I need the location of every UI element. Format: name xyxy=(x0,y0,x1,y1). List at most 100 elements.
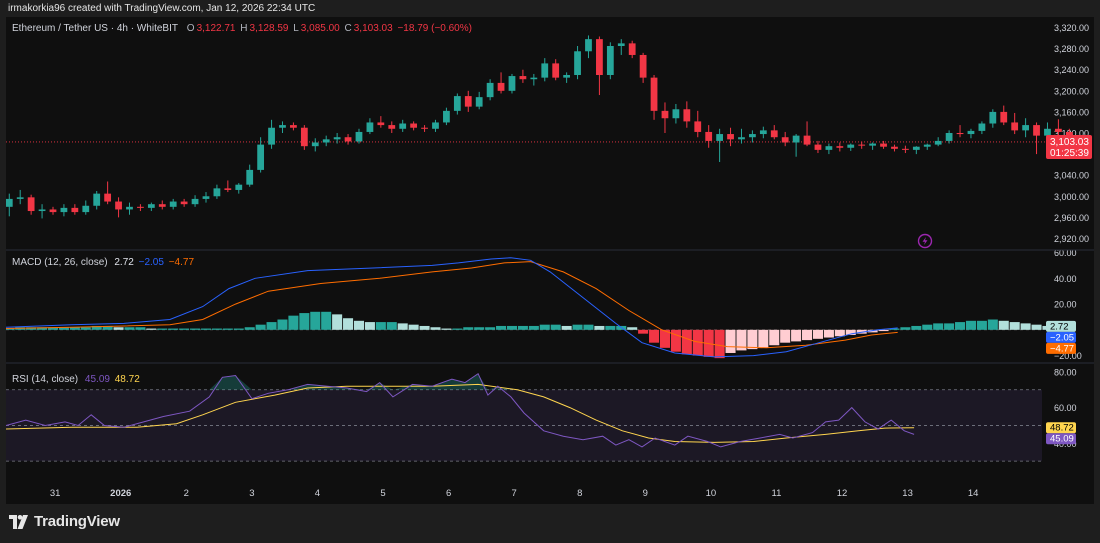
macd-histogram-bar xyxy=(157,328,168,330)
rsi-ma-tag: 48.72 xyxy=(1050,423,1074,434)
macd-histogram-bar xyxy=(485,327,496,330)
macd-histogram-bar xyxy=(572,324,583,330)
macd-histogram-bar xyxy=(998,320,1009,330)
price-tick-label: 3,200.00 xyxy=(1054,86,1089,96)
macd-histogram-bar xyxy=(955,322,966,330)
candle-body xyxy=(519,76,527,80)
macd-histogram-bar xyxy=(386,322,397,330)
lightning-icon-ring xyxy=(917,233,933,249)
candle-body xyxy=(639,54,647,78)
macd-histogram-bar xyxy=(310,311,321,330)
macd-tag-macd-bg xyxy=(1046,331,1076,343)
candle-body xyxy=(497,82,505,91)
candle-body xyxy=(836,146,844,148)
macd-title[interactable]: MACD (12, 26, close) xyxy=(12,257,108,268)
candle-body xyxy=(169,201,177,207)
candle-body xyxy=(366,122,374,132)
candle-body xyxy=(279,125,286,128)
price-tick-label: 3,320.00 xyxy=(1054,23,1089,33)
macd-histogram-bar xyxy=(659,329,671,348)
candle-body xyxy=(27,197,35,212)
macd-histogram-bar xyxy=(965,320,976,330)
candle-body xyxy=(650,77,658,111)
macd-histogram-bar xyxy=(976,320,987,330)
macd-tag-hist: 2.72 xyxy=(1050,321,1069,332)
candle-body xyxy=(93,193,101,206)
macd-legend: MACD (12, 26, close) 2.72 −2.05 −4.77 xyxy=(12,257,196,268)
macd-histogram-bar xyxy=(69,327,80,330)
tradingview-brand[interactable]: TradingView xyxy=(9,513,120,530)
candle-body xyxy=(672,109,680,119)
candle-body xyxy=(300,127,308,147)
macd-histogram-bar xyxy=(37,327,48,330)
candle-body xyxy=(923,144,931,147)
time-tick-label: 2026 xyxy=(110,488,131,499)
macd-histogram-bar xyxy=(343,318,354,330)
candle-body xyxy=(137,206,144,208)
candle-body xyxy=(749,134,756,138)
macd-histogram-bar xyxy=(649,329,660,343)
rsi-overbought-fill xyxy=(222,375,236,390)
macd-histogram-bar xyxy=(594,325,605,330)
time-tick-label: 5 xyxy=(380,488,385,499)
candle-body xyxy=(934,140,942,145)
macd-histogram-bar xyxy=(550,324,561,330)
high-label: H xyxy=(240,23,248,34)
candle-body xyxy=(421,127,428,129)
rsi-tag: 45.09 xyxy=(1050,434,1074,445)
time-tick-label: 12 xyxy=(837,488,848,499)
rsi-overbought-fill xyxy=(209,377,223,390)
macd-histogram-bar xyxy=(561,325,572,330)
macd-histogram-bar xyxy=(736,329,747,351)
symbol-title[interactable]: Ethereum / Tether US · 4h · WhiteBIT xyxy=(12,23,178,34)
macd-tick-label: 60.00 xyxy=(1054,248,1077,258)
macd-histogram-bar xyxy=(233,328,244,330)
rsi-overbought-fill xyxy=(478,373,488,390)
macd-histogram-bar xyxy=(332,314,343,330)
candle-body xyxy=(486,82,494,98)
candle-body xyxy=(49,209,57,213)
candle-body xyxy=(246,169,254,185)
macd-histogram-bar xyxy=(791,329,802,342)
macd-histogram-bar xyxy=(364,322,375,330)
candle-body xyxy=(858,144,866,146)
candle-body xyxy=(82,205,90,213)
macd-histogram-bar xyxy=(179,328,190,330)
candle-body xyxy=(322,139,330,143)
candle-body xyxy=(311,142,319,147)
macd-histogram-bar xyxy=(244,327,255,330)
macd-histogram-bar xyxy=(91,325,102,330)
price-tick-label: 3,160.00 xyxy=(1054,107,1089,117)
candle-body xyxy=(443,110,450,123)
rsi-line xyxy=(6,372,915,448)
time-tick-label: 4 xyxy=(315,488,320,499)
candle-body xyxy=(912,146,920,150)
candle-body xyxy=(563,75,571,78)
candle-body xyxy=(989,111,997,124)
candle-body xyxy=(115,201,122,210)
close-label: C xyxy=(344,23,352,34)
price-tick-label: 3,040.00 xyxy=(1054,171,1089,181)
lightning-icon[interactable] xyxy=(917,233,933,249)
macd-histogram-bar xyxy=(452,328,463,330)
macd-histogram-bar xyxy=(397,323,408,330)
macd-histogram-bar xyxy=(222,328,233,330)
candle-body xyxy=(235,184,243,190)
chart-canvas[interactable]: 3,320.00 3,280.00 3,240.00 3,200.00 3,160.00… xyxy=(6,17,1094,504)
candle-body xyxy=(661,110,669,119)
candle-body xyxy=(71,207,79,213)
candle-body xyxy=(978,123,986,131)
macd-histogram-bar xyxy=(670,329,681,352)
candle-body xyxy=(158,204,166,207)
macd-histogram-bar xyxy=(900,327,911,330)
candle-body xyxy=(902,148,909,150)
rsi-title[interactable]: RSI (14, close) xyxy=(12,374,79,385)
macd-histogram-bar xyxy=(474,327,485,330)
macd-signal-value: −4.77 xyxy=(168,257,195,268)
candle-body xyxy=(104,193,112,202)
last-price-tag: 3,103.03 01:25:39 xyxy=(1046,134,1092,159)
price-tick-label: 3,000.00 xyxy=(1054,192,1089,202)
rsi-tick-label: 80.00 xyxy=(1054,367,1077,377)
chart-frame[interactable]: 3,320.00 3,280.00 3,240.00 3,200.00 3,160.00… xyxy=(6,17,1094,504)
macd-tag-hist-bg xyxy=(1046,320,1076,332)
